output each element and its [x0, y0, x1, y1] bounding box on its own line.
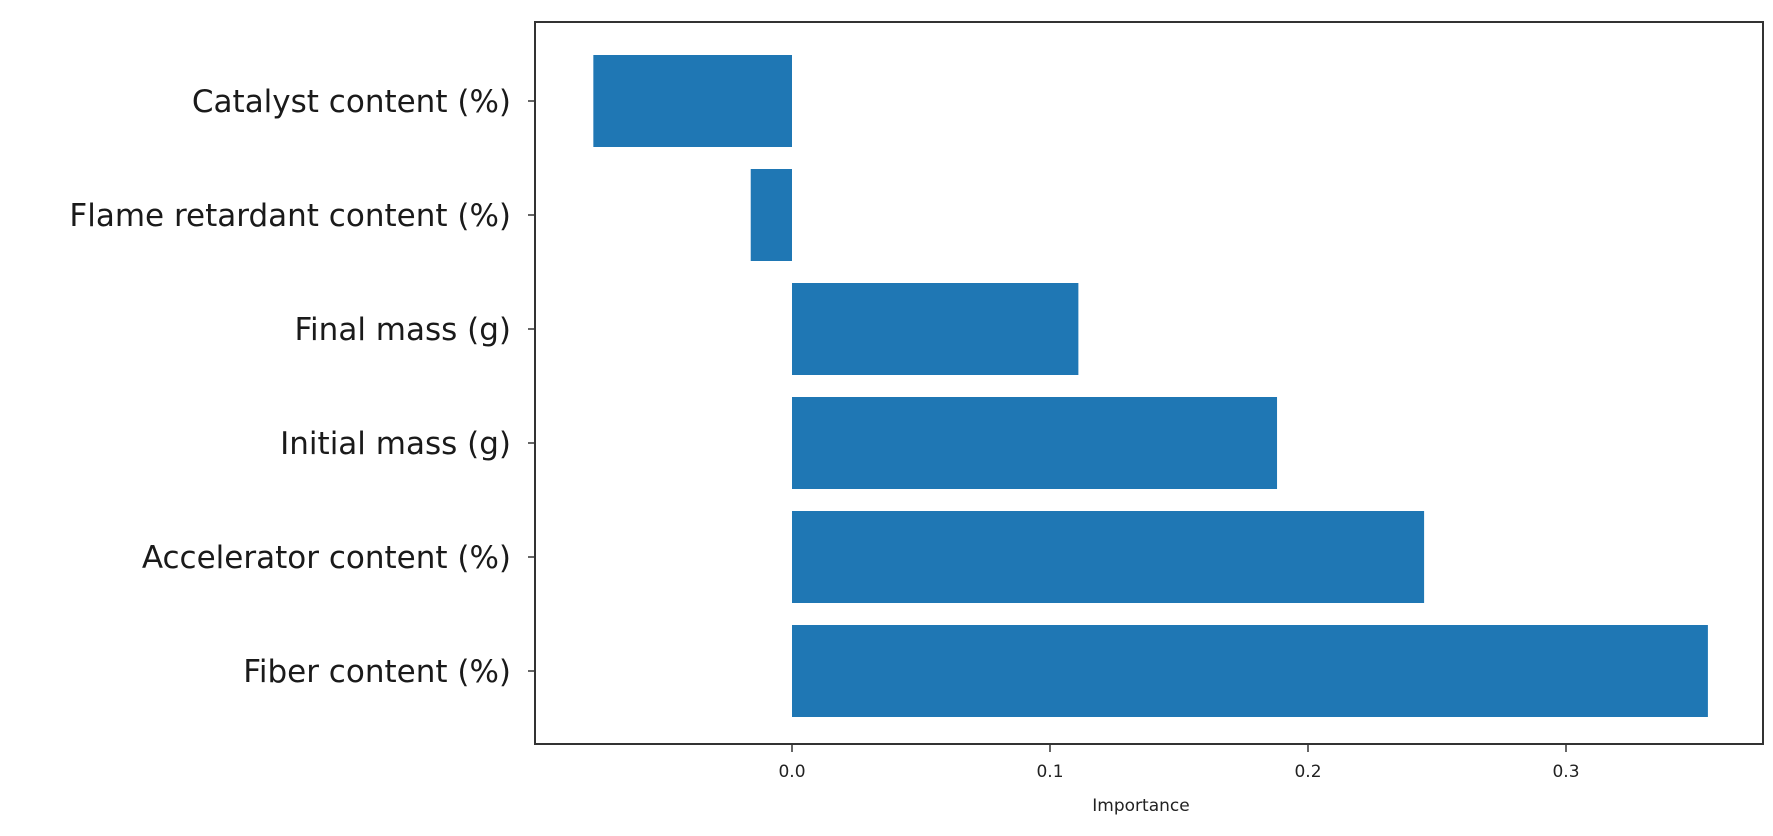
category-label: Catalyst content (%)	[192, 84, 511, 120]
x-axis-title: Importance	[1092, 796, 1189, 816]
bar-4	[792, 511, 1425, 603]
category-label: Accelerator content (%)	[142, 540, 511, 576]
category-label: Final mass (g)	[294, 312, 511, 348]
category-label: Flame retardant content (%)	[69, 198, 511, 234]
bar-2	[792, 283, 1079, 375]
y-axis: Catalyst content (%) Flame retardant cont…	[69, 84, 535, 690]
bar-0	[593, 55, 792, 147]
bars-layer	[593, 55, 1708, 717]
category-label: Initial mass (g)	[280, 426, 511, 462]
bar-1	[750, 169, 792, 261]
x-tick-label: 0.3	[1552, 762, 1579, 782]
x-tick-label: 0.2	[1294, 762, 1321, 782]
bar-3	[792, 397, 1278, 489]
x-tick-label: 0.0	[778, 762, 805, 782]
x-axis: 0.0 0.1 0.2 0.3	[778, 744, 1580, 782]
x-tick-label: 0.1	[1036, 762, 1063, 782]
category-label: Fiber content (%)	[243, 654, 511, 690]
plot-frame	[534, 21, 1764, 745]
bar-5	[792, 625, 1708, 717]
